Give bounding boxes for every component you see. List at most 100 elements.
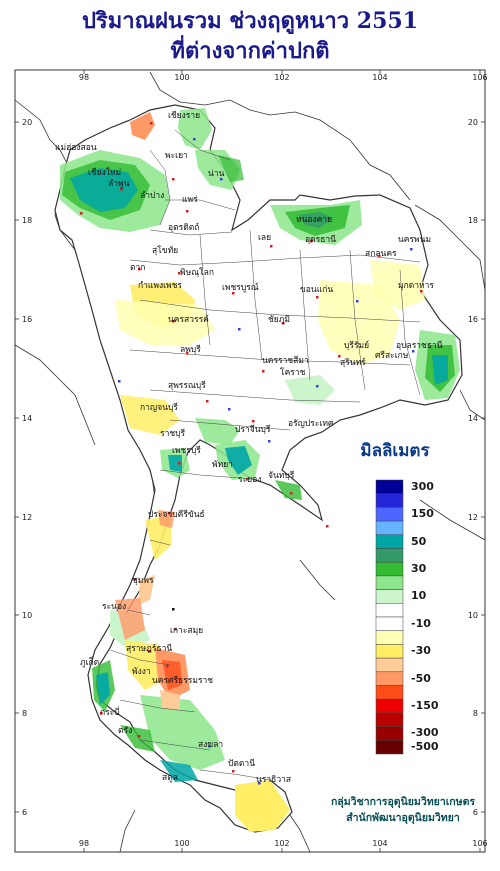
- y-tick-label: 18: [468, 216, 478, 225]
- y-tick-label: 6: [22, 808, 27, 817]
- legend-label: 10: [411, 589, 427, 603]
- province-label: เพชรบูรณ์: [222, 282, 259, 293]
- province-label: นครพนม: [398, 235, 431, 245]
- legend-swatch: [375, 561, 404, 577]
- province-label: ปราจีนบุรี: [235, 424, 271, 435]
- province-label: นครศรีธรรมราช: [152, 675, 213, 686]
- legend-label: -500: [411, 740, 439, 754]
- x-tick-label: 100: [174, 73, 189, 82]
- province-label: แม่ฮ่องสอน: [55, 143, 97, 153]
- y-tick-label: 14: [22, 414, 32, 423]
- province-label: เกาะสมุย: [170, 626, 203, 636]
- legend-swatch: [375, 493, 404, 508]
- legend-label: 30: [411, 562, 427, 576]
- province-label: ตาก: [130, 263, 145, 273]
- legend-label: -300: [411, 726, 439, 740]
- y-tick-label: 8: [22, 709, 27, 718]
- y-tick-label: 10: [22, 611, 32, 620]
- legend-swatch: [375, 726, 404, 741]
- legend-swatch: [375, 479, 404, 494]
- legend-swatch: [375, 698, 404, 714]
- province-boundaries: [109, 129, 421, 781]
- x-tick-label: 106: [472, 73, 487, 82]
- legend-swatch: [375, 644, 404, 659]
- province-label: เชียงใหม่: [88, 167, 121, 178]
- province-label: มุกดาหาร: [398, 281, 434, 291]
- x-tick-label: 102: [274, 839, 289, 848]
- x-tick-label: 98: [79, 73, 89, 82]
- legend-swatch: [375, 712, 404, 727]
- province-label: พัทยา: [212, 460, 233, 470]
- x-tick-label: 104: [372, 73, 387, 82]
- legend-swatch: [375, 685, 404, 700]
- station-markers: [80, 122, 423, 785]
- credit-line1: กลุ่มวิชาการอุตุนิยมวิทยาเกษตร: [330, 796, 476, 808]
- y-tick-label: 18: [22, 216, 32, 225]
- province-label: เชียงราย: [168, 110, 200, 121]
- province-label: สกลนคร: [365, 249, 397, 259]
- province-label: พะเยา: [165, 151, 188, 161]
- map-title-line2: ที่ต่างจากค่าปกติ: [170, 38, 330, 64]
- province-label: สงขลา: [198, 740, 223, 750]
- province-label: ระยอง: [238, 475, 261, 485]
- legend-label: 150: [411, 507, 434, 521]
- legend-swatch: [375, 657, 404, 673]
- y-tick-label: 12: [22, 513, 32, 522]
- y-tick-label: 16: [468, 315, 478, 324]
- x-axis-labels-top: 98 100 102 104 106: [79, 73, 488, 82]
- legend-swatch: [375, 603, 404, 618]
- province-label: ลพบุรี: [180, 344, 201, 355]
- y-tick-label: 20: [468, 118, 478, 127]
- province-label: เลย: [258, 233, 271, 243]
- province-label: เพชรบุรี: [172, 445, 201, 456]
- legend-label: 300: [411, 479, 434, 493]
- legend-swatch: [375, 671, 404, 686]
- province-label: ขอนแก่น: [300, 285, 333, 295]
- province-label: แพร่: [182, 195, 198, 205]
- credit-line2: สำนักพัฒนาอุตุนิยมวิทยา: [346, 812, 460, 824]
- y-tick-label: 20: [22, 118, 32, 127]
- province-label: หนองคาย: [296, 215, 332, 225]
- province-label: ปัตตานี: [228, 758, 255, 769]
- y-tick-label: 8: [473, 709, 478, 718]
- province-label: สุรินทร์: [340, 357, 366, 368]
- province-label: ภูเก็ต: [80, 656, 99, 668]
- legend-swatch: [375, 534, 404, 549]
- province-label: สุราษฎร์ธานี: [126, 643, 172, 654]
- province-label: กำแพงเพชร: [138, 281, 182, 291]
- rainfall-anomaly-layer: [60, 108, 460, 832]
- province-label: นราธิวาส: [256, 775, 292, 785]
- legend-swatch: [375, 616, 404, 631]
- legend-colorbar: [375, 479, 404, 755]
- x-tick-label: 106: [472, 839, 487, 848]
- province-label: อุตรดิตถ์: [168, 222, 199, 233]
- province-label: พังงา: [132, 667, 151, 677]
- x-tick-label: 102: [274, 73, 289, 82]
- legend-label: 50: [411, 534, 427, 548]
- province-label: นครสวรรค์: [168, 314, 209, 325]
- x-tick-label: 100: [174, 839, 189, 848]
- y-tick-label: 10: [468, 611, 478, 620]
- y-tick-label: 14: [468, 414, 478, 423]
- province-label: อุดรธานี: [305, 234, 336, 245]
- province-label: ศรีสะเกษ: [375, 350, 409, 361]
- province-label: อุบลราชธานี: [396, 340, 443, 351]
- province-label: ลำพูน: [108, 179, 130, 189]
- legend-swatch: [375, 630, 404, 645]
- province-label: ชุมพร: [132, 576, 154, 586]
- province-labels: เชียงราย แม่ฮ่องสอน เชียงใหม่ ลำพูน พะเย…: [55, 110, 443, 785]
- province-label: สตูล: [162, 773, 178, 783]
- province-label: ระนอง: [102, 602, 126, 612]
- province-label: ราชบุรี: [160, 428, 186, 439]
- y-tick-label: 12: [468, 513, 478, 522]
- province-label: น่าน: [208, 169, 225, 179]
- province-label: สุโขทัย: [152, 245, 178, 256]
- province-label: ประจวบคีรีขันธ์: [148, 509, 205, 520]
- legend-label: -50: [411, 671, 431, 685]
- legend-swatch: [375, 575, 404, 590]
- legend-swatch: [375, 589, 404, 604]
- province-label: กาญจนบุรี: [140, 402, 178, 413]
- x-tick-label: 98: [79, 839, 89, 848]
- province-label: พิษณุโลก: [180, 267, 214, 278]
